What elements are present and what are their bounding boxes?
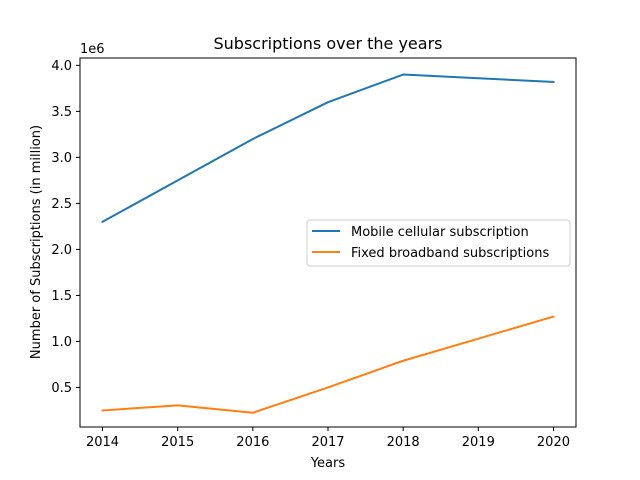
series-lines bbox=[101, 73, 555, 414]
x-axis-label: Years bbox=[310, 456, 346, 471]
y-tick-label: 2.0 bbox=[51, 243, 72, 258]
y-tick-label: 3.0 bbox=[51, 151, 72, 166]
x-tick-label: 2015 bbox=[161, 435, 194, 450]
y-tick-label: 0.5 bbox=[51, 381, 72, 396]
legend-label-mobile: Mobile cellular subscription bbox=[351, 225, 529, 240]
x-tick-label: 2020 bbox=[537, 435, 570, 450]
y-axis-label: Number of Subscriptions (in million) bbox=[29, 125, 44, 359]
x-tick-label: 2014 bbox=[86, 435, 119, 450]
plot-frame bbox=[79, 57, 577, 428]
legend-label-fixed: Fixed broadband subscriptions bbox=[351, 246, 549, 261]
y-tick-label: 3.5 bbox=[51, 105, 72, 120]
x-tick-label: 2017 bbox=[311, 435, 344, 450]
series-line-1 bbox=[101, 315, 555, 414]
x-tick-label: 2018 bbox=[387, 435, 420, 450]
x-tick-label: 2016 bbox=[236, 435, 269, 450]
y-tick-label: 2.5 bbox=[51, 197, 72, 212]
y-tick-label: 1.0 bbox=[51, 335, 72, 350]
y-tick-label: 4.0 bbox=[51, 59, 72, 74]
series-line-0 bbox=[101, 73, 555, 224]
y-tick-label: 1.5 bbox=[51, 289, 72, 304]
x-tick-label: 2019 bbox=[462, 435, 495, 450]
y-offset-label: 1e6 bbox=[80, 42, 105, 57]
axis-ticks: 2014 2015 2016 2017 2018 2019 2020 0.5 1.0 1.5 2.0… bbox=[51, 59, 570, 450]
legend: Mobile cellular subscription Fixed broad… bbox=[306, 219, 571, 267]
chart-title: Subscriptions over the years bbox=[214, 34, 443, 53]
legend-box bbox=[306, 219, 571, 267]
